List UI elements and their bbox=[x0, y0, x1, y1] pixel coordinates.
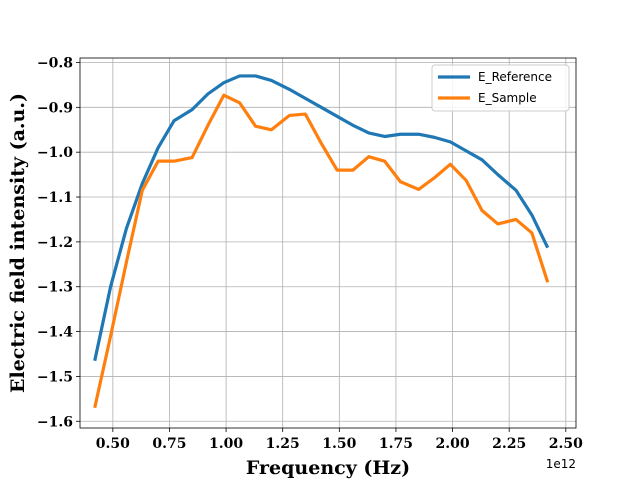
y-tick-label: −1.6 bbox=[37, 414, 73, 430]
legend-label: E_Reference bbox=[478, 70, 552, 84]
y-axis-label: Electric field intensity (a.u.) bbox=[7, 93, 29, 393]
x-tick-label: 1.00 bbox=[209, 436, 243, 452]
x-tick-label: 2.50 bbox=[549, 436, 583, 452]
legend-label: E_Sample bbox=[478, 91, 537, 105]
y-tick-label: −1.2 bbox=[37, 235, 73, 251]
plot-frame bbox=[79, 57, 577, 429]
axis-ticks: 0.50 0.75 1.00 1.25 1.50 1.75 2.00 2.25 2.50 −1.6… bbox=[37, 55, 583, 452]
x-tick-label: 0.75 bbox=[152, 436, 186, 452]
series-line-e-sample bbox=[93, 93, 550, 409]
y-tick-label: −1.3 bbox=[37, 280, 73, 296]
x-tick-label: 2.25 bbox=[492, 436, 526, 452]
y-tick-label: −1.5 bbox=[37, 369, 73, 385]
series-lines bbox=[93, 74, 550, 409]
x-tick-label: 1.75 bbox=[379, 436, 413, 452]
x-axis-offset-label: 1e12 bbox=[546, 457, 576, 471]
y-tick-label: −1.4 bbox=[37, 325, 73, 341]
x-axis-label: Frequency (Hz) bbox=[246, 457, 410, 479]
y-tick-label: −1.1 bbox=[37, 190, 73, 206]
y-tick-label: −0.9 bbox=[37, 100, 73, 116]
x-tick-label: 1.50 bbox=[322, 436, 356, 452]
y-tick-label: −0.8 bbox=[37, 55, 73, 71]
y-tick-label: −1.0 bbox=[37, 145, 73, 161]
series-line-e-reference bbox=[93, 74, 550, 362]
x-tick-label: 1.25 bbox=[266, 436, 300, 452]
legend: E_Reference E_Sample bbox=[431, 64, 570, 112]
x-tick-label: 0.50 bbox=[96, 436, 130, 452]
x-tick-label: 2.00 bbox=[436, 436, 470, 452]
grid bbox=[80, 58, 576, 428]
